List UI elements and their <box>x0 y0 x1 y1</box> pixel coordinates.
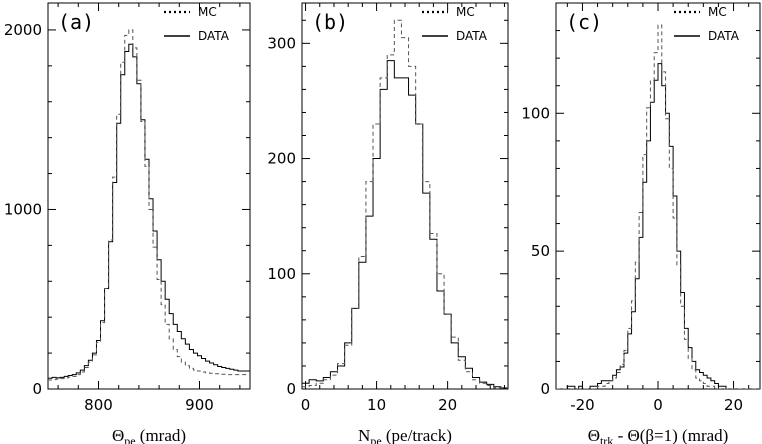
y-tick-label: 0 <box>540 380 550 398</box>
x-tick-label: 0 <box>301 396 311 414</box>
y-tick-label: 200 <box>267 150 296 168</box>
y-tick-label: 50 <box>531 242 550 260</box>
x-axis-label: Θtrk - Θ(β=1) (mrad) <box>588 426 729 444</box>
y-tick-label: 0 <box>32 380 42 398</box>
x-tick-label: 10 <box>367 396 386 414</box>
plot-frame <box>301 2 509 390</box>
legend-label-data: DATA <box>198 29 230 43</box>
x-axis-label: Npe (pe/track) <box>358 426 452 444</box>
y-tick-label: 300 <box>267 34 296 52</box>
x-tick-label: -20 <box>570 396 595 414</box>
x-axis-label: Θpe (mrad) <box>112 426 186 444</box>
series-data <box>302 60 508 389</box>
legend-label-data: DATA <box>456 29 488 43</box>
y-tick-label: 2000 <box>4 21 42 39</box>
panel-label: (a) <box>58 10 94 34</box>
x-tick-label: 800 <box>84 396 113 414</box>
x-tick-label: 20 <box>438 396 457 414</box>
legend-label-mc: MC <box>708 5 727 19</box>
series-mc <box>302 19 508 389</box>
panel-a: 800 900 0 1000 2000 (a) MC DATA Θpe (mrad) <box>4 2 251 444</box>
y-tick-label: 100 <box>267 265 296 283</box>
series-mc <box>556 24 760 389</box>
series-data <box>556 63 760 389</box>
x-tick-label: 0 <box>653 396 663 414</box>
plot-frame <box>555 2 761 390</box>
y-tick-label: 0 <box>286 380 296 398</box>
legend-label-data: DATA <box>708 29 740 43</box>
legend-label-mc: MC <box>456 5 475 19</box>
x-tick-label: 900 <box>185 396 214 414</box>
y-tick-label: 100 <box>521 104 550 122</box>
legend-label-mc: MC <box>198 5 217 19</box>
plot-frame <box>47 2 251 390</box>
series-mc <box>48 29 250 381</box>
panel-label: (b) <box>312 10 348 34</box>
panel-c: -20 0 20 0 50 100 (c) MC DATA Θtrk - Θ(β=1) (mrad… <box>521 2 761 444</box>
y-tick-label: 1000 <box>4 200 42 218</box>
series-data <box>48 43 250 379</box>
panel-label: (c) <box>566 10 602 34</box>
x-tick-label: 20 <box>724 396 743 414</box>
